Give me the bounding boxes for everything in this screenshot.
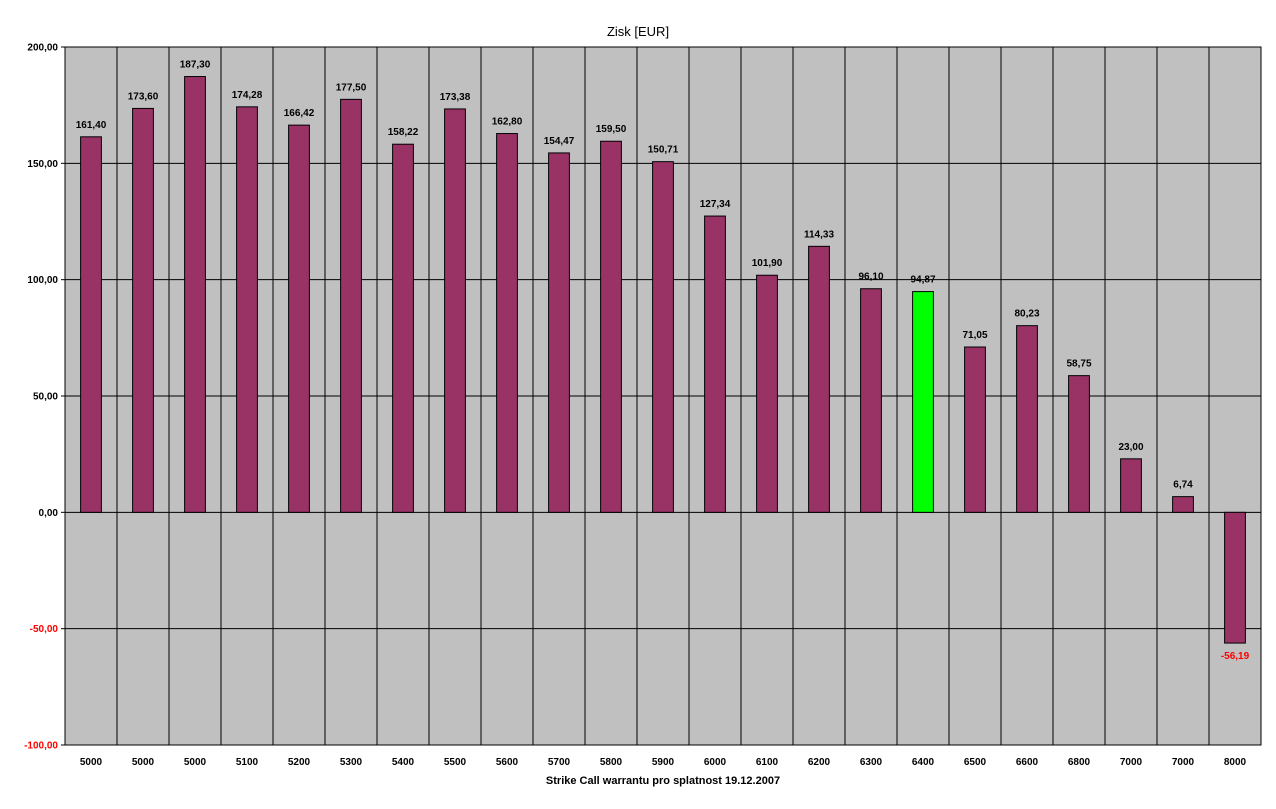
chart-title: Zisk [EUR] [606, 24, 670, 39]
x-tick-label: 5100 [236, 757, 259, 768]
y-tick-label: 100,00 [27, 275, 58, 286]
x-tick-label: 7000 [1120, 757, 1143, 768]
x-tick-label: 5400 [392, 757, 415, 768]
data-label: 159,50 [596, 124, 627, 135]
bar [496, 133, 518, 513]
data-label: 71,05 [962, 330, 987, 341]
data-label: 23,00 [1118, 442, 1143, 453]
y-tick-label: 50,00 [33, 392, 58, 403]
x-tick-label: 5000 [132, 757, 155, 768]
x-tick-label: 5900 [652, 757, 675, 768]
bar [340, 98, 362, 513]
bar [80, 136, 102, 513]
plot-border [64, 46, 1262, 746]
data-label: -56,19 [1221, 651, 1250, 662]
x-tick-label: 8000 [1224, 757, 1247, 768]
y-tick-label: -50,00 [30, 624, 59, 635]
data-label: 58,75 [1066, 359, 1091, 370]
x-tick-label: 5300 [340, 757, 363, 768]
bar [1068, 375, 1090, 513]
bar [600, 140, 622, 513]
data-label: 161,40 [76, 120, 107, 131]
x-tick-label: 5000 [80, 757, 103, 768]
x-tick-label: 5600 [496, 757, 519, 768]
bar [132, 107, 154, 513]
bar [964, 346, 986, 513]
x-tick-label: 7000 [1172, 757, 1195, 768]
bar [860, 288, 882, 513]
x-tick-label: 6600 [1016, 757, 1039, 768]
bar [392, 143, 414, 513]
x-tick-label: 5500 [444, 757, 467, 768]
x-tick-label: 6300 [860, 757, 883, 768]
y-tick-label: 200,00 [27, 43, 58, 54]
y-tick-label: 150,00 [27, 159, 58, 170]
data-label: 96,10 [858, 272, 883, 283]
data-label: 174,28 [232, 90, 263, 101]
bar [756, 274, 778, 513]
bar [548, 152, 570, 513]
bar [184, 76, 206, 513]
data-label: 80,23 [1014, 309, 1039, 320]
data-label: 162,80 [492, 117, 523, 128]
x-axis-title: Strike Call warrantu pro splatnost 19.12… [545, 775, 781, 787]
bar [704, 215, 726, 513]
data-label: 114,33 [804, 229, 834, 240]
data-labels: 161,40 173,60 187,30 174,28 166,42 177,50 158,… [76, 60, 1250, 663]
bars [80, 76, 1246, 644]
data-label: 154,47 [544, 136, 575, 147]
x-tick-label: 6500 [964, 757, 987, 768]
bar [1120, 458, 1142, 513]
data-label: 166,42 [284, 108, 315, 119]
data-label: 94,87 [910, 275, 935, 286]
data-label: 187,30 [180, 60, 211, 71]
data-label: 127,34 [700, 199, 731, 210]
data-label: 150,71 [648, 145, 679, 156]
bar [288, 124, 310, 513]
x-tick-label: 6100 [756, 757, 779, 768]
bar [1224, 511, 1246, 644]
y-axis-ticks: 200,00 150,00 100,00 50,00 0,00 -50,00 -100,00 [24, 43, 65, 752]
bar [912, 291, 934, 513]
y-tick-label: 0,00 [39, 508, 59, 519]
x-tick-label: 6200 [808, 757, 831, 768]
bar [652, 161, 674, 513]
x-tick-label: 6000 [704, 757, 727, 768]
bar [236, 106, 258, 513]
x-tick-label: 6800 [1068, 757, 1091, 768]
x-tick-label: 5700 [548, 757, 571, 768]
x-axis-ticks: 5000 5000 5000 5100 5200 5300 5400 5500 5600 5700… [80, 757, 1247, 768]
data-label: 173,38 [440, 92, 471, 103]
data-label: 158,22 [388, 127, 419, 138]
data-label: 173,60 [128, 91, 159, 102]
x-tick-label: 5200 [288, 757, 311, 768]
bar [808, 245, 830, 513]
x-tick-label: 5000 [184, 757, 207, 768]
data-label: 177,50 [336, 82, 367, 93]
bar [444, 108, 466, 513]
y-tick-label: -100,00 [24, 741, 58, 752]
bar [1016, 325, 1038, 513]
x-tick-label: 5800 [600, 757, 623, 768]
bar [1172, 496, 1194, 513]
data-label: 6,74 [1173, 480, 1193, 491]
x-tick-label: 6400 [912, 757, 935, 768]
data-label: 101,90 [752, 258, 783, 269]
